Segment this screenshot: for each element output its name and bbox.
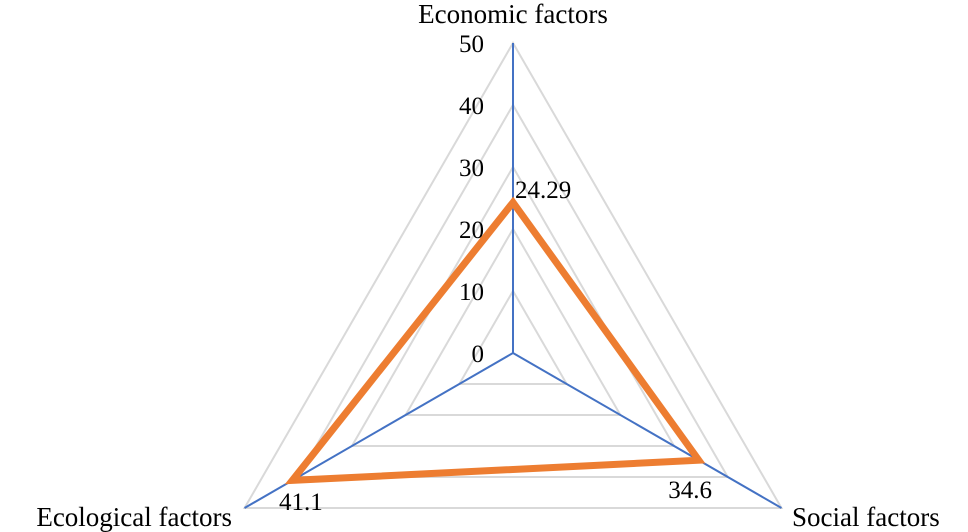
category-label-economic: Economic factors	[418, 0, 608, 29]
data-label-social: 34.6	[668, 477, 712, 504]
axis-line-social	[512, 352, 782, 509]
tick-label-30: 30	[459, 155, 484, 182]
tick-label-50: 50	[459, 31, 484, 58]
data-label-economic: 24.29	[515, 177, 571, 204]
series-line-0	[284, 196, 706, 485]
tick-label-20: 20	[459, 217, 484, 244]
grid-ring-10	[457, 289, 569, 385]
grid-ring-40	[296, 102, 730, 478]
category-label-social: Social factors	[792, 502, 940, 532]
grid-layer	[242, 41, 784, 509]
grid-ring-50	[242, 41, 784, 509]
tick-layer: 0 10 20 30 40 50	[459, 31, 484, 368]
data-label-ecological: 41.1	[279, 489, 323, 516]
series-layer	[284, 196, 706, 485]
tick-label-40: 40	[459, 93, 484, 120]
grid-ring-20	[403, 226, 623, 416]
tick-label-0: 0	[472, 341, 485, 368]
category-label-ecological: Ecological factors	[36, 502, 232, 532]
tick-label-10: 10	[459, 279, 484, 306]
